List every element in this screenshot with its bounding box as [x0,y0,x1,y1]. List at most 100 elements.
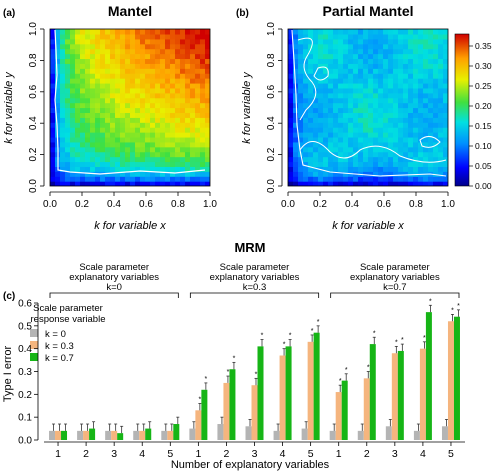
heatmap-cell [205,53,210,60]
heatmap-cell [443,102,448,109]
heatmap-cell [60,63,66,69]
heatmap-cell [358,38,364,45]
heatmap-cell [115,102,121,109]
x-tick-label: 0.0 [281,199,295,210]
heatmap-cell [95,63,101,69]
heatmap-cell [165,127,171,133]
heatmap-cell [115,146,121,153]
heatmap-cell [328,127,334,133]
heatmap-cell [125,112,131,118]
heatmap-cell [85,33,91,40]
heatmap-cell [130,97,136,104]
x-tick-label: 4 [139,448,145,460]
heatmap-cell [373,68,379,74]
heatmap-cell [105,107,111,114]
heatmap-cell [413,122,419,128]
heatmap-cell [353,156,359,163]
heatmap-cell [368,112,374,118]
heatmap-cell [353,117,359,123]
heatmap-cell [298,181,304,186]
partial-mantel-xlabel: k for variable x [332,220,404,232]
heatmap-cell [175,102,181,109]
heatmap-cell [200,127,206,133]
heatmap-cell [408,171,414,177]
heatmap-cell [190,166,196,172]
heatmap-cell [388,43,394,50]
heatmap-cell [368,68,374,74]
heatmap-cell [443,33,448,40]
heatmap-cell [368,63,374,69]
heatmap-cell [403,38,409,45]
heatmap-cell [333,29,339,35]
heatmap-cell [438,146,444,153]
heatmap-cell [288,63,294,69]
heatmap-cell [413,107,419,114]
heatmap-cell [343,102,349,109]
heatmap-cell [328,78,334,84]
heatmap-cell [110,127,116,133]
heatmap-cell [140,156,146,163]
heatmap-cell [303,141,309,148]
heatmap-cell [323,33,329,40]
heatmap-cell [313,73,319,79]
heatmap-cell [423,82,429,89]
heatmap-cell [438,176,444,182]
heatmap-cell [418,112,424,118]
heatmap-cell [373,141,379,148]
heatmap-cell [403,97,409,104]
heatmap-cell [75,63,81,69]
y-tick-label: 0.8 [266,53,277,67]
heatmap-cell [433,132,439,138]
heatmap-cell [140,107,146,114]
heatmap-cell [318,171,324,177]
heatmap-cell [175,48,181,55]
heatmap-cell [200,33,206,40]
heatmap-cell [378,127,384,133]
heatmap-cell [288,156,294,163]
mantel-ylabel: k for variable y [3,71,15,144]
heatmap-cell [130,132,136,138]
heatmap-cell [403,53,409,60]
x-tick-label: 5 [308,448,314,460]
heatmap-cell [120,58,126,64]
heatmap-cell [408,97,414,104]
heatmap-cell [413,53,419,60]
colorbar-tick-label: 0.00 [475,181,492,191]
heatmap-cell [65,82,71,89]
heatmap-cell [363,171,369,177]
heatmap-cell [105,112,111,118]
heatmap-cell [368,58,374,64]
heatmap-cell [323,58,329,64]
heatmap-cell [428,127,434,133]
heatmap-cell [110,136,116,143]
heatmap-cell [155,102,161,109]
heatmap-cell [160,92,166,99]
heatmap-cell [308,132,314,138]
heatmap-cell [383,146,389,153]
heatmap-cell [298,68,304,74]
heatmap-cell [65,112,71,118]
heatmap-cell [165,136,171,143]
heatmap-cell [413,176,419,182]
heatmap-cell [195,63,201,69]
heatmap-cell [418,38,424,45]
heatmap-cell [338,107,344,114]
heatmap-cell [443,92,448,99]
heatmap-cell [368,107,374,114]
heatmap-cell [50,33,56,40]
heatmap-cell [175,73,181,79]
heatmap-cell [190,63,196,69]
heatmap-cell [308,29,314,35]
legend-swatch-k07 [30,353,38,361]
heatmap-cell [333,171,339,177]
heatmap-cell [378,63,384,69]
heatmap-cell [65,181,71,186]
heatmap-cell [105,87,111,94]
heatmap-cell [120,82,126,89]
heatmap-cell [388,38,394,45]
significance-marker: * [429,298,432,305]
heatmap-cell [313,117,319,123]
heatmap-cell [383,33,389,40]
heatmap-cell [438,132,444,138]
heatmap-cell [318,161,324,167]
